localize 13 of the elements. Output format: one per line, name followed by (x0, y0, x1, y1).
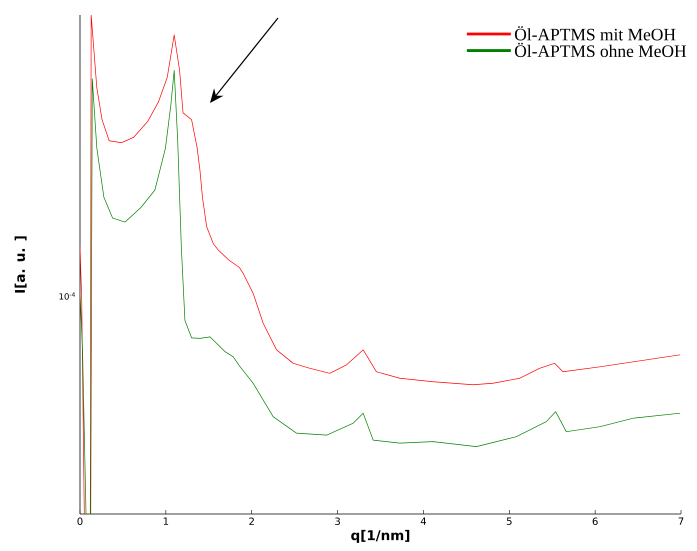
x-tick-label: 4 (420, 518, 426, 525)
y-axis-title: I[a. u. ] (14, 236, 27, 293)
x-tick-label: 6 (592, 518, 598, 526)
legend-label: Öl-APTMS ohne MeOH (514, 42, 686, 58)
x-axis-title: q[1/nm] (351, 530, 410, 543)
x-tick-label: 7 (678, 518, 684, 525)
x-tick-label: 3 (335, 518, 340, 526)
x-tick-label: 0 (77, 518, 83, 526)
legend-label: Öl-APTMS mit MeOH (514, 26, 676, 40)
text: 10$^{-4}$ (60, 292, 75, 300)
x-tick-label: 1 (164, 518, 168, 525)
x-tick-label: 5 (506, 518, 512, 525)
x-tick-label: 2 (249, 518, 254, 525)
